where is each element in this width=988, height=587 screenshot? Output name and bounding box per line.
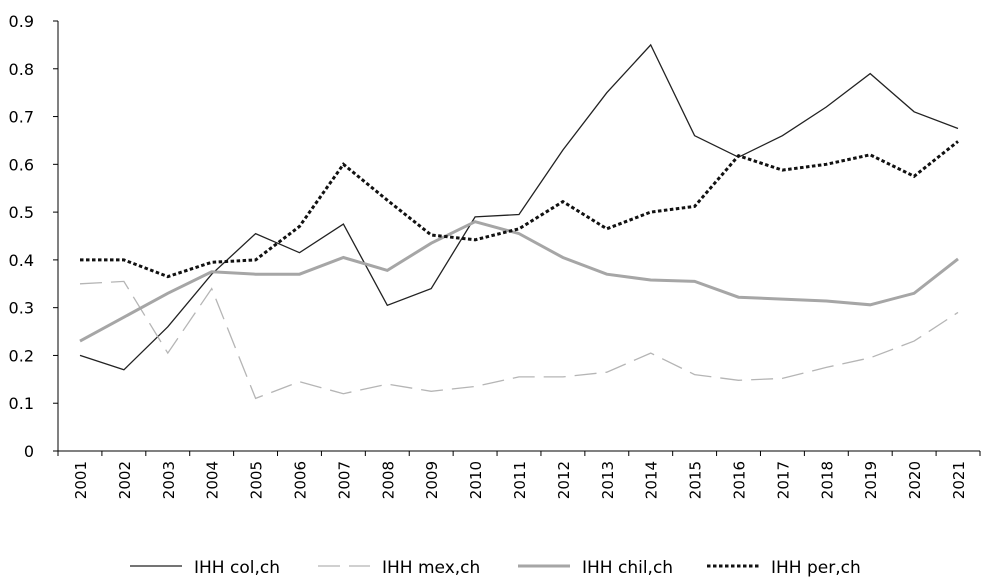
x-axis-ticks: 2001 2002 2003 2004 2005 2006 2007 2008 2009 2010…	[57, 451, 981, 499]
x-tick-label: 2008	[379, 461, 397, 499]
series-line-1	[79, 280, 959, 400]
y-tick-label: 0	[24, 442, 34, 461]
x-tick-label: 2005	[248, 461, 266, 499]
y-tick-label: 0.7	[9, 108, 34, 127]
y-tick-label: 0.1	[9, 394, 34, 413]
x-tick-label: 2010	[467, 461, 485, 499]
x-tick-label: 2006	[291, 461, 309, 499]
x-tick-label: 2003	[160, 461, 178, 499]
x-tick-label: 2013	[599, 461, 617, 499]
series-line-3	[80, 140, 959, 279]
legend-label-3: IHH per,ch	[771, 558, 861, 578]
x-tick-label: 2011	[511, 461, 529, 499]
x-tick-label: 2014	[643, 461, 661, 499]
y-tick-label: 0.5	[9, 203, 34, 222]
y-tick-label: 0.3	[9, 299, 34, 318]
y-tick-label: 0.4	[9, 251, 34, 270]
x-tick-label: 2016	[731, 461, 749, 499]
x-tick-label: 2004	[204, 461, 222, 499]
x-tick-label: 2019	[862, 461, 880, 499]
x-tick-label: 2015	[687, 461, 705, 499]
x-tick-label: 2001	[72, 461, 90, 499]
series-line-2	[79, 220, 959, 343]
y-tick-label: 0.9	[9, 12, 34, 31]
series-line-0	[79, 43, 959, 371]
y-tick-label: 0.2	[9, 346, 34, 365]
legend-label-0: IHH col,ch	[194, 558, 280, 578]
legend-label-1: IHH mex,ch	[382, 558, 480, 578]
series-lines	[79, 43, 959, 400]
legend-label-2: IHH chil,ch	[582, 558, 673, 578]
x-tick-label: 2018	[818, 461, 836, 499]
axes	[57, 21, 980, 452]
x-tick-label: 2009	[423, 461, 441, 499]
x-tick-label: 2007	[335, 461, 353, 499]
y-tick-label: 0.6	[9, 155, 34, 174]
x-tick-label: 2012	[555, 461, 573, 499]
y-axis-ticks: 0 0.1 0.2 0.3 0.4 0.5 0.6 0.7 0.8 0.9	[9, 12, 58, 461]
x-tick-label: 2017	[774, 461, 792, 499]
x-tick-label: 2020	[906, 461, 924, 499]
legend: IHH col,ch IHH mex,ch IHH chil,ch IHH per,c…	[130, 558, 861, 578]
y-tick-label: 0.8	[9, 60, 34, 79]
x-tick-label: 2021	[950, 461, 968, 499]
x-tick-label: 2002	[116, 461, 134, 499]
